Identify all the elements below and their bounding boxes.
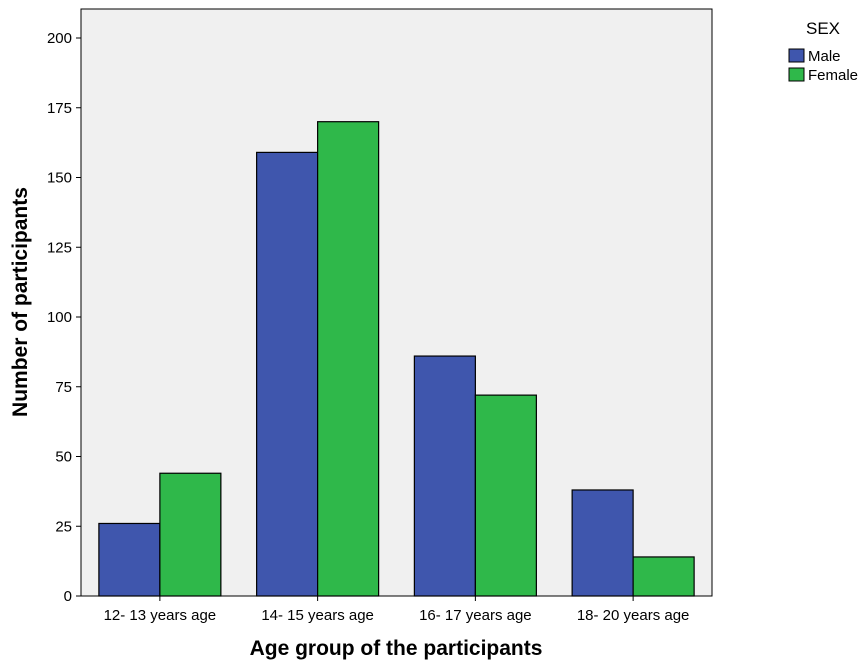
bar-male-4 — [571, 489, 634, 597]
x-tick-label: 12- 13 years age — [104, 607, 217, 624]
legend-title: SEX — [806, 19, 840, 38]
x-tick-label: 18- 20 years age — [577, 607, 690, 624]
y-tick-label: 125 — [47, 239, 72, 256]
bar-male-2 — [256, 151, 319, 597]
y-tick-label: 100 — [47, 309, 72, 326]
bars — [98, 121, 695, 597]
y-tick-label: 200 — [47, 30, 72, 47]
y-tick-label: 0 — [64, 588, 72, 605]
x-axis-title: Age group of the participants — [250, 637, 543, 660]
bar-female-4 — [632, 556, 695, 597]
legend-label-female: Female — [808, 67, 858, 84]
x-axis: 12- 13 years age 14- 15 years age 16- 17 y… — [104, 596, 690, 624]
x-tick-label: 16- 17 years age — [419, 607, 532, 624]
bar-female-2 — [317, 121, 380, 597]
legend-items: Male Female — [788, 48, 858, 84]
bar-male-3 — [413, 355, 476, 597]
y-tick-label: 25 — [55, 518, 72, 535]
y-tick-label: 150 — [47, 170, 72, 187]
y-tick-label: 75 — [55, 379, 72, 396]
legend-swatch-female — [788, 67, 805, 82]
legend: SEX Male Female — [788, 19, 858, 84]
bar-female-3 — [474, 394, 537, 597]
bar-female-1 — [159, 472, 222, 597]
x-tick-label: 14- 15 years age — [261, 607, 374, 624]
y-axis: 0 25 50 75 100 125 150 175 200 — [47, 30, 81, 605]
y-tick-label: 175 — [47, 100, 72, 117]
bar-male-1 — [98, 522, 161, 597]
legend-label-male: Male — [808, 48, 841, 65]
y-tick-label: 50 — [55, 449, 72, 466]
legend-swatch-male — [788, 48, 805, 63]
y-axis-title: Number of participants — [9, 187, 32, 417]
